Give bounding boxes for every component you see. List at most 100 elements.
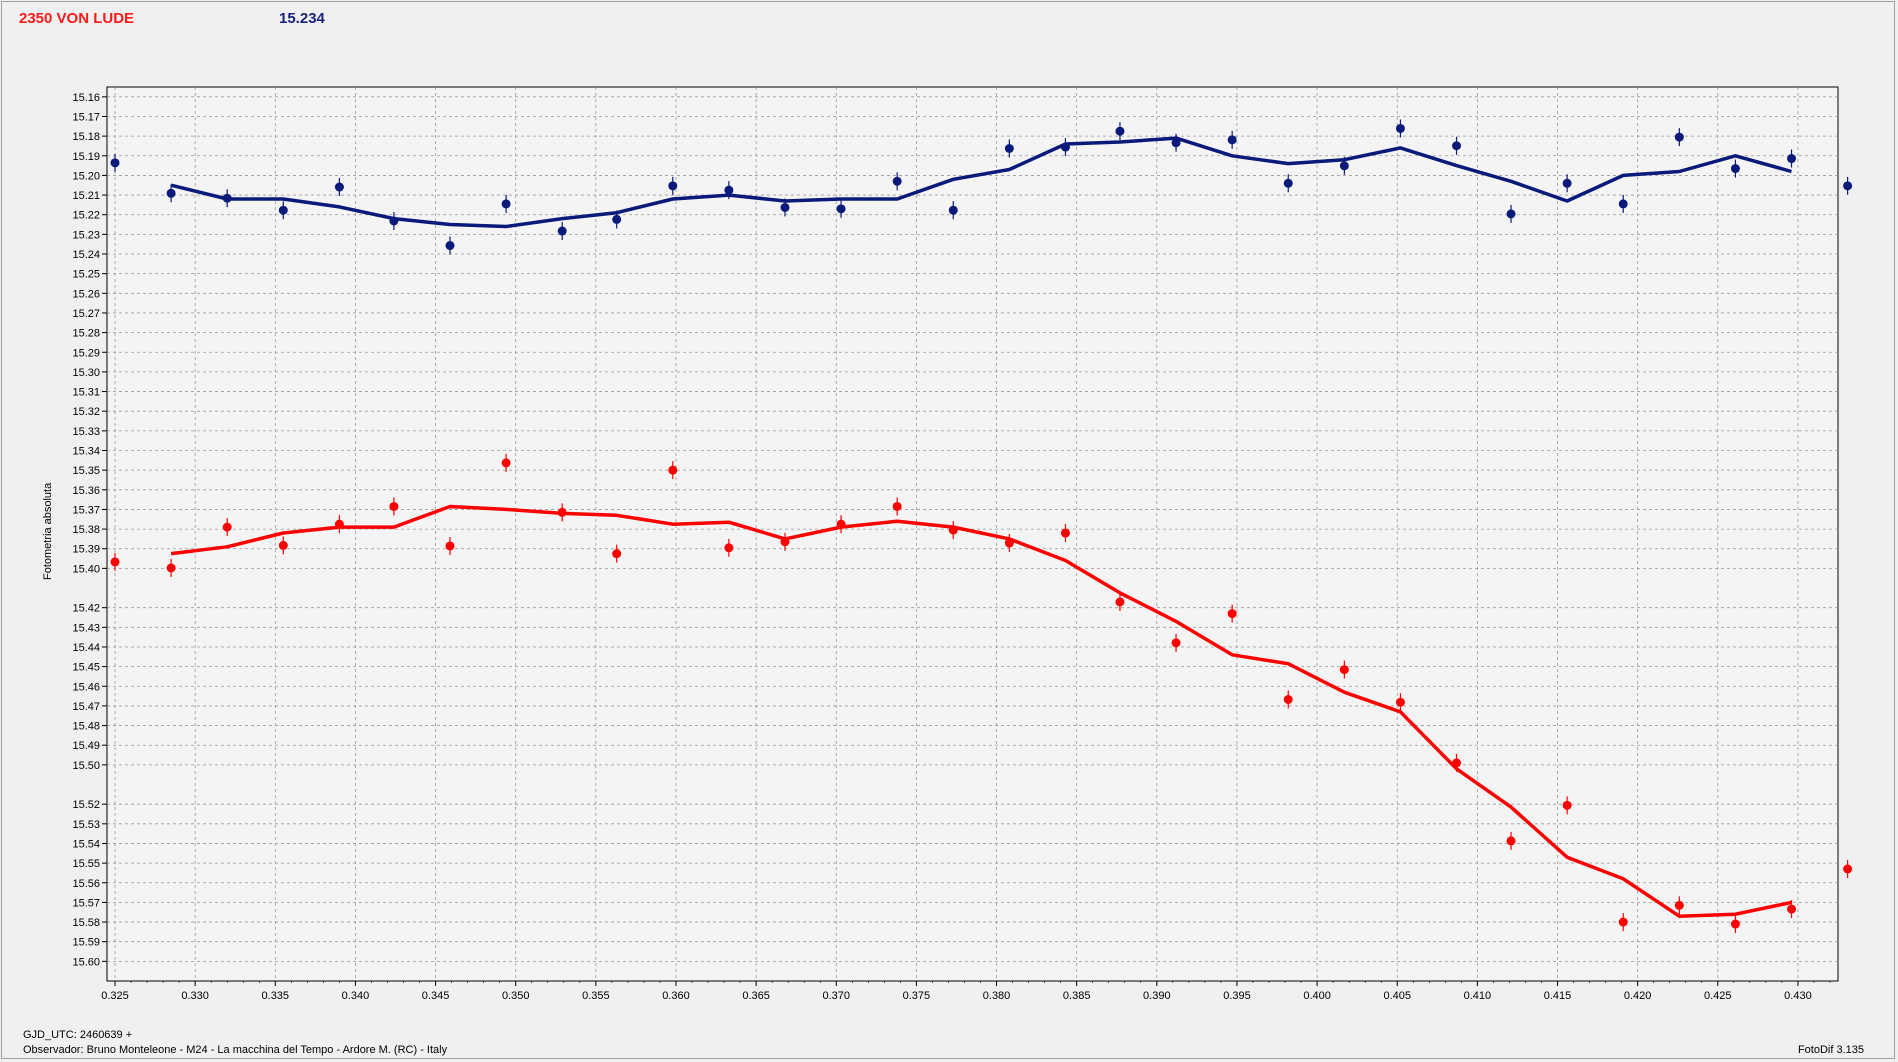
series-0-point bbox=[1339, 161, 1349, 171]
series-1-point bbox=[1115, 597, 1125, 607]
series-0-point bbox=[836, 204, 846, 214]
y-tick-label: 15.45 bbox=[72, 662, 100, 674]
series-1-point bbox=[389, 501, 399, 511]
series-0-point bbox=[1115, 126, 1125, 136]
reference-magnitude: 15.234 bbox=[279, 10, 325, 27]
series-1-point bbox=[1674, 900, 1684, 910]
x-tick-label: 0.345 bbox=[422, 990, 450, 1002]
y-tick-label: 15.26 bbox=[72, 288, 100, 300]
y-tick-label: 15.36 bbox=[72, 485, 100, 497]
y-tick-label: 15.58 bbox=[72, 917, 100, 929]
y-tick-label: 15.44 bbox=[72, 642, 100, 654]
series-0-point bbox=[278, 205, 288, 215]
y-tick-label: 15.27 bbox=[72, 308, 100, 320]
series-1-point bbox=[1060, 528, 1070, 538]
y-tick-label: 15.56 bbox=[72, 878, 100, 890]
x-tick-label: 0.375 bbox=[903, 990, 931, 1002]
series-1-point bbox=[166, 563, 176, 573]
series-1-point bbox=[612, 549, 622, 559]
series-1-point bbox=[1618, 917, 1628, 927]
y-tick-label: 15.23 bbox=[72, 229, 100, 241]
x-tick-label: 0.340 bbox=[342, 990, 370, 1002]
y-tick-label: 15.20 bbox=[72, 170, 100, 182]
series-1-point bbox=[1339, 665, 1349, 675]
series-0-trend-line bbox=[170, 136, 1792, 229]
x-tick-label: 0.395 bbox=[1223, 990, 1251, 1002]
series-0-point bbox=[1171, 138, 1181, 148]
series-1-point bbox=[334, 519, 344, 529]
x-tick-label: 0.415 bbox=[1544, 990, 1572, 1002]
series-1-point bbox=[948, 525, 958, 535]
y-tick-label: 15.47 bbox=[72, 701, 100, 713]
series-1-point bbox=[1730, 919, 1740, 929]
x-tick-label: 0.425 bbox=[1704, 990, 1732, 1002]
series-0-point bbox=[1452, 141, 1462, 151]
software-version: FotoDif 3.135 bbox=[1797, 1044, 1864, 1056]
series-1-point bbox=[1506, 836, 1516, 846]
x-tick-label: 0.370 bbox=[822, 990, 850, 1002]
series-1-point bbox=[110, 557, 120, 567]
y-tick-label: 15.31 bbox=[72, 387, 100, 399]
series-1-point bbox=[1171, 638, 1181, 648]
y-tick-label: 15.35 bbox=[72, 465, 100, 477]
y-tick-label: 15.34 bbox=[72, 445, 100, 457]
series-1-trend-line bbox=[170, 504, 1792, 918]
series-0-point bbox=[445, 241, 455, 251]
series-0-point bbox=[1227, 135, 1237, 145]
x-tick-label: 0.405 bbox=[1383, 990, 1411, 1002]
y-tick-label: 15.38 bbox=[72, 524, 100, 536]
series-1-point bbox=[1562, 800, 1572, 810]
series-0-point bbox=[780, 202, 790, 212]
y-tick-label: 15.40 bbox=[72, 563, 100, 575]
series-1-point bbox=[1395, 697, 1405, 707]
x-tick-label: 0.335 bbox=[262, 990, 290, 1002]
x-tick-label: 0.430 bbox=[1784, 990, 1812, 1002]
y-tick-label: 15.43 bbox=[72, 622, 100, 634]
y-tick-label: 15.49 bbox=[72, 740, 100, 752]
series-1-point bbox=[1452, 758, 1462, 768]
series-0-point bbox=[557, 226, 567, 236]
y-tick-label: 15.39 bbox=[72, 544, 100, 556]
series-0-point bbox=[1618, 199, 1628, 209]
series-0-point bbox=[948, 205, 958, 215]
series-0-point bbox=[1674, 132, 1684, 142]
series-1-point bbox=[278, 540, 288, 550]
observer-label: Observador: Bruno Monteleone - M24 - La … bbox=[23, 1044, 448, 1056]
series-1-point bbox=[557, 507, 567, 517]
y-tick-label: 15.37 bbox=[72, 504, 100, 516]
series-0-point bbox=[892, 176, 902, 186]
series-0-point bbox=[1843, 181, 1853, 191]
y-tick-label: 15.16 bbox=[72, 92, 100, 104]
series-0-point bbox=[1060, 142, 1070, 152]
series-1-point bbox=[724, 543, 734, 553]
series-0-point bbox=[1787, 154, 1797, 164]
gjd-label: GJD_UTC: 2460639 + bbox=[23, 1029, 133, 1041]
y-tick-label: 15.52 bbox=[72, 799, 100, 811]
y-tick-label: 15.60 bbox=[72, 956, 100, 968]
y-tick-label: 15.18 bbox=[72, 131, 100, 143]
series-0-point bbox=[501, 199, 511, 209]
x-tick-label: 0.330 bbox=[181, 990, 209, 1002]
series-1-point bbox=[1004, 538, 1014, 548]
series-1-point bbox=[222, 522, 232, 532]
x-tick-label: 0.420 bbox=[1624, 990, 1652, 1002]
y-tick-label: 15.33 bbox=[72, 426, 100, 438]
series-0-point bbox=[389, 216, 399, 226]
y-tick-label: 15.50 bbox=[72, 760, 100, 772]
y-tick-label: 15.21 bbox=[72, 190, 100, 202]
y-tick-label: 15.22 bbox=[72, 210, 100, 222]
x-tick-label: 0.385 bbox=[1063, 990, 1091, 1002]
y-tick-label: 15.54 bbox=[72, 838, 100, 850]
series-0-point bbox=[668, 181, 678, 191]
series-1-point bbox=[445, 541, 455, 551]
y-tick-label: 15.30 bbox=[72, 367, 100, 379]
y-tick-label: 15.24 bbox=[72, 249, 100, 261]
series-0-point bbox=[334, 182, 344, 192]
x-tick-label: 0.350 bbox=[502, 990, 530, 1002]
y-tick-label: 15.53 bbox=[72, 819, 100, 831]
series-0-point bbox=[1506, 209, 1516, 219]
series-0-point bbox=[1283, 178, 1293, 188]
y-tick-label: 15.59 bbox=[72, 937, 100, 949]
